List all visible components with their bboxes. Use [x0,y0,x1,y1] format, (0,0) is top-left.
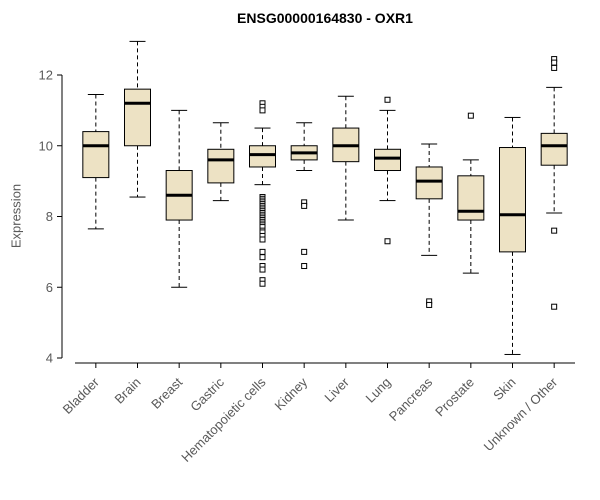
outlier-point [384,96,391,103]
box [124,88,151,147]
x-tick-label: Pancreas [386,374,436,424]
outlier-point [259,248,266,255]
x-tick-label: Brain [112,375,144,407]
x-tick-label: Bladder [60,374,103,417]
outlier-point [551,303,558,310]
outlier-point [301,263,308,270]
outlier-point [259,107,266,114]
box [82,131,110,179]
outlier-point [259,254,266,261]
y-tick-label: 8 [46,209,53,224]
y-tick-label: 12 [39,68,53,83]
x-tick-label: Unknown / Other [481,374,561,454]
outlier-point [551,59,558,66]
outlier-point [301,248,308,255]
x-tick-label: Prostate [432,375,477,420]
outlier-point [551,64,558,71]
outlier-point [551,227,558,234]
outlier-point [426,301,433,308]
x-tick-label: Kidney [272,374,311,413]
outlier-point [384,238,391,245]
box [499,147,526,253]
box [374,148,401,172]
box [249,145,276,168]
outlier-point [259,266,266,273]
y-tick-label: 10 [39,138,53,153]
box [457,175,485,221]
box [415,166,443,200]
outlier-point [259,236,266,243]
y-tick-label: 4 [46,351,53,366]
x-tick-label: Lung [363,375,394,406]
x-tick-label: Skin [490,375,518,403]
outlier-point [301,202,308,209]
y-tick-label: 6 [46,280,53,295]
outlier-point [259,280,266,287]
x-tick-label: Liver [321,374,352,405]
x-tick-label: Gastric [187,374,227,414]
chart-title: ENSG00000164830 - OXR1 [237,10,413,26]
box [207,148,235,184]
box [540,132,568,166]
x-tick-label: Breast [148,374,185,411]
outlier-point [467,112,474,119]
